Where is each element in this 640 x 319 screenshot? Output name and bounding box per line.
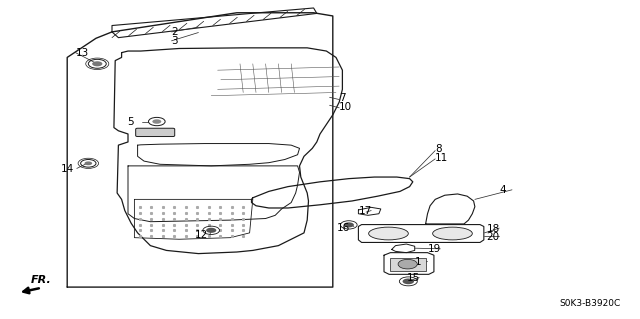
Text: 1: 1 xyxy=(415,257,421,267)
Ellipse shape xyxy=(369,227,408,240)
Text: 10: 10 xyxy=(339,101,353,112)
Text: 19: 19 xyxy=(428,244,441,255)
Text: 7: 7 xyxy=(339,93,346,103)
Text: 3: 3 xyxy=(172,36,178,46)
Text: 16: 16 xyxy=(337,223,351,233)
Text: 14: 14 xyxy=(61,164,74,174)
Text: 15: 15 xyxy=(406,273,420,283)
Circle shape xyxy=(206,228,216,233)
Text: 18: 18 xyxy=(486,224,500,234)
FancyBboxPatch shape xyxy=(136,128,175,137)
Text: FR.: FR. xyxy=(31,275,51,285)
Text: 12: 12 xyxy=(195,230,209,241)
Circle shape xyxy=(152,119,161,124)
Ellipse shape xyxy=(433,227,472,240)
Text: S0K3-B3920C: S0K3-B3920C xyxy=(559,299,621,308)
Circle shape xyxy=(92,61,102,66)
Text: 4: 4 xyxy=(499,185,506,195)
Text: 13: 13 xyxy=(76,48,89,58)
Circle shape xyxy=(398,259,417,269)
Text: 17: 17 xyxy=(358,206,372,216)
Bar xyxy=(390,258,426,271)
Circle shape xyxy=(403,278,414,284)
Circle shape xyxy=(344,222,354,227)
Circle shape xyxy=(84,161,92,165)
Text: 8: 8 xyxy=(435,144,442,154)
Text: 11: 11 xyxy=(435,152,449,163)
Text: 5: 5 xyxy=(127,117,133,127)
Text: 20: 20 xyxy=(486,232,500,242)
Text: 2: 2 xyxy=(172,27,178,37)
